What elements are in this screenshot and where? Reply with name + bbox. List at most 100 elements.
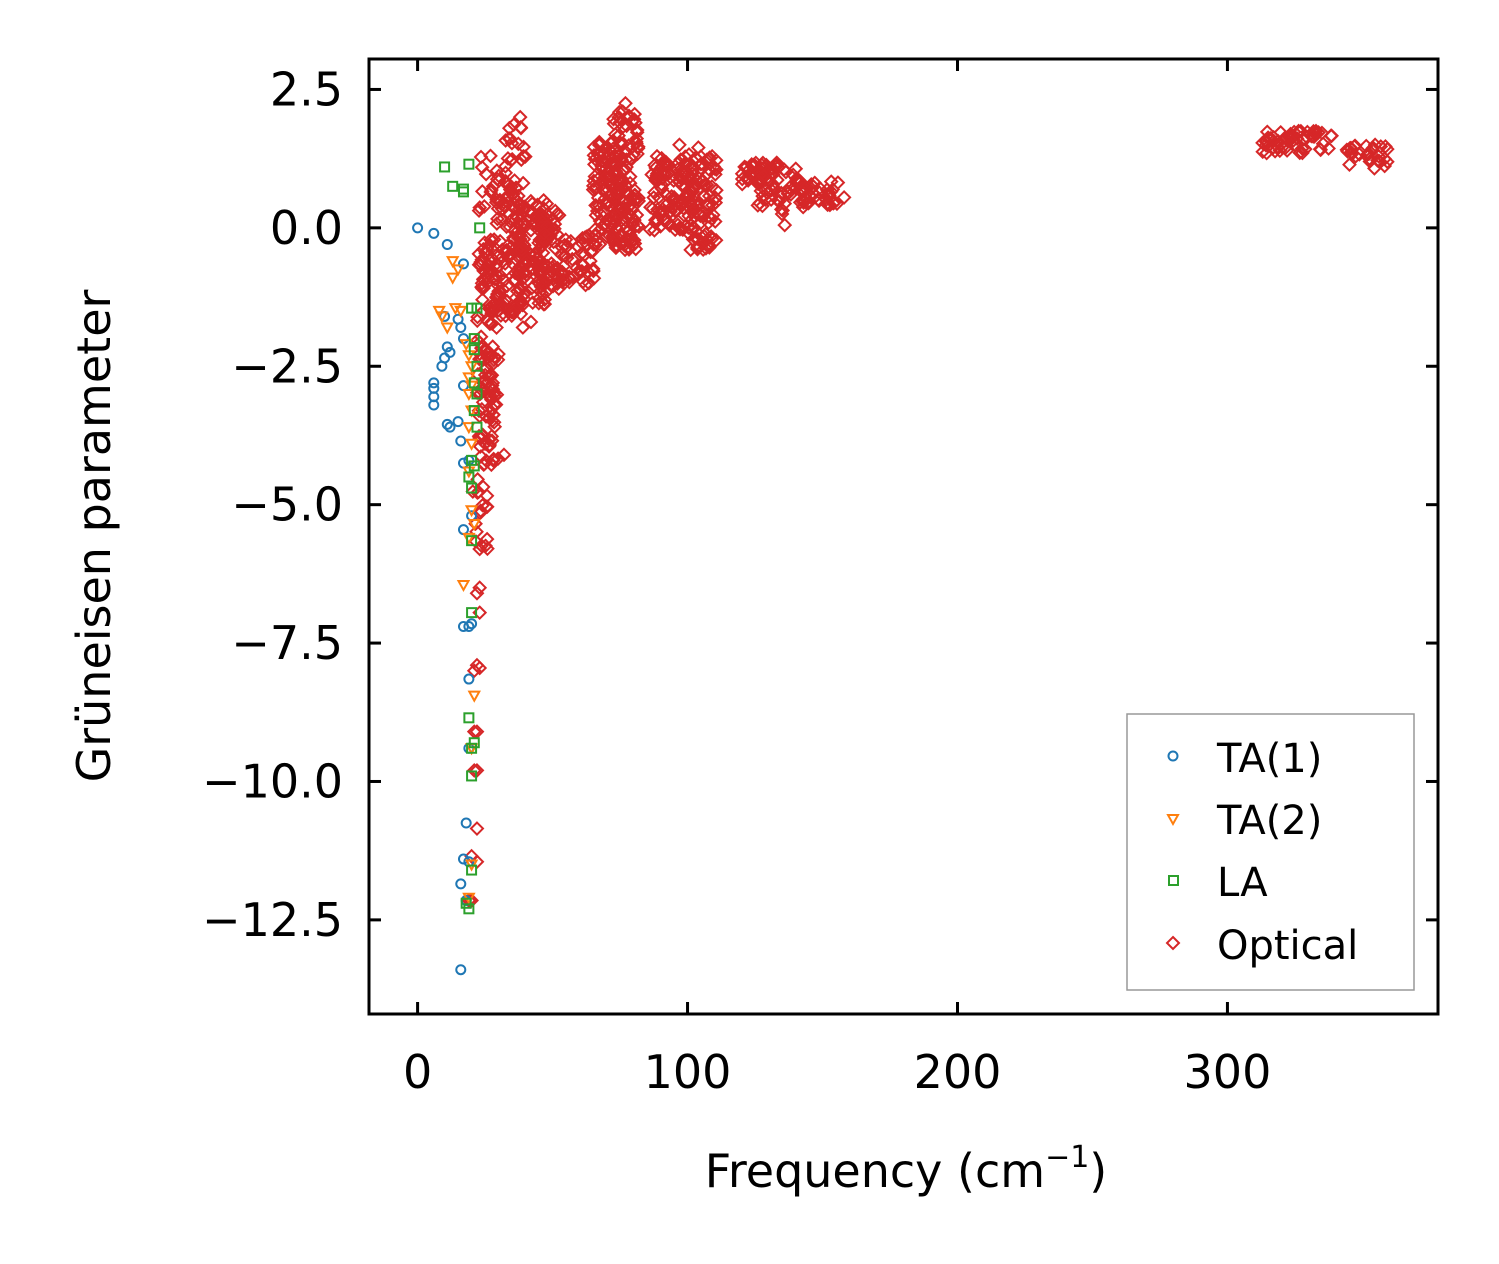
optical-point [475,281,490,297]
optical-point [644,167,660,183]
optical-point [620,185,636,200]
ta2-point [440,322,454,335]
ta2-point [462,388,476,402]
optical-point [1365,140,1381,156]
optical-point [1342,157,1357,173]
optical-point [468,516,483,532]
optical-point [1306,123,1321,139]
optical-point [549,206,565,222]
optical-point [537,232,553,248]
optical-point [1260,130,1276,146]
plot-frame [367,57,1440,1016]
optical-point [499,219,514,235]
optical-point [472,541,488,557]
ta1-point [463,620,475,632]
optical-point [1265,140,1281,156]
optical-point [681,157,697,173]
la-point [463,158,475,170]
optical-point [475,271,491,287]
optical-point [505,303,521,319]
optical-point [670,214,686,229]
ta1-point [463,673,475,685]
optical-point [684,159,699,175]
y-tick-label: −7.5 [231,616,343,670]
ta1-point [441,341,453,353]
optical-point [629,124,645,140]
x-axis-title: Frequency (cm−1) [705,1140,1108,1198]
optical-point [647,212,663,228]
optical-point [694,173,710,188]
optical-point [586,139,602,155]
ta1-point [412,222,424,234]
optical-point [681,147,697,162]
optical-point [670,156,685,172]
la-point [457,183,469,195]
optical-point [581,275,597,291]
optical-point [1294,141,1310,156]
optical-point [758,192,773,208]
optical-point [479,499,495,515]
y-tick-label: −5.0 [231,478,343,532]
optical-point [559,250,575,266]
optical-point [672,137,687,153]
optical-point [770,193,785,208]
optical-point [686,208,702,224]
optical-point [469,485,485,501]
optical-point [582,253,598,269]
y-axis-title: Grüneisen parameter [67,289,121,782]
optical-point [517,149,533,165]
la-point [439,161,451,173]
optical-point [588,181,603,197]
legend: TA(1) TA(2) LA Optical [1126,713,1415,991]
optical-point [1255,144,1271,160]
optical-point [619,118,635,134]
optical-point [608,238,624,254]
optical-point [624,209,639,225]
optical-point [572,264,588,280]
optical-point [792,174,807,190]
optical-point [482,387,498,403]
optical-point [607,154,622,170]
optical-point [575,274,591,290]
ta1-point [455,435,467,447]
optical-point [498,165,514,181]
optical-point [466,663,482,679]
optical-point [563,233,579,249]
optical-point [590,145,606,161]
ta1-point [428,227,440,239]
ta1-point [460,817,472,829]
plot-points [412,95,1395,976]
optical-point [1314,125,1330,141]
ta1-point [428,399,440,411]
la-point [466,482,478,494]
optical-point [590,224,606,239]
ta2-point [464,505,479,518]
optical-point [498,133,514,148]
ta1-point [428,377,440,389]
optical-point [690,140,706,155]
ta1-point [457,258,469,270]
optical-point [504,151,520,167]
optical-point [625,114,640,129]
optical-point [492,233,508,249]
la-point [468,460,480,472]
optical-point [695,242,711,257]
optical-point [825,182,841,197]
optical-point [607,157,623,173]
optical-point [605,141,621,157]
ta1-point [457,524,469,536]
optical-point [535,245,551,261]
optical-point [497,158,513,174]
legend-label-ta1: TA(1) [1216,736,1322,782]
ta1-point [441,418,453,430]
optical-point [792,194,808,210]
ta2-point [462,422,476,435]
optical-point [607,213,623,229]
optical-point [511,226,527,242]
la-point [468,737,480,749]
optical-point [473,503,489,519]
optical-point [757,182,773,198]
la-point [466,742,478,754]
optical-point [1313,142,1329,158]
